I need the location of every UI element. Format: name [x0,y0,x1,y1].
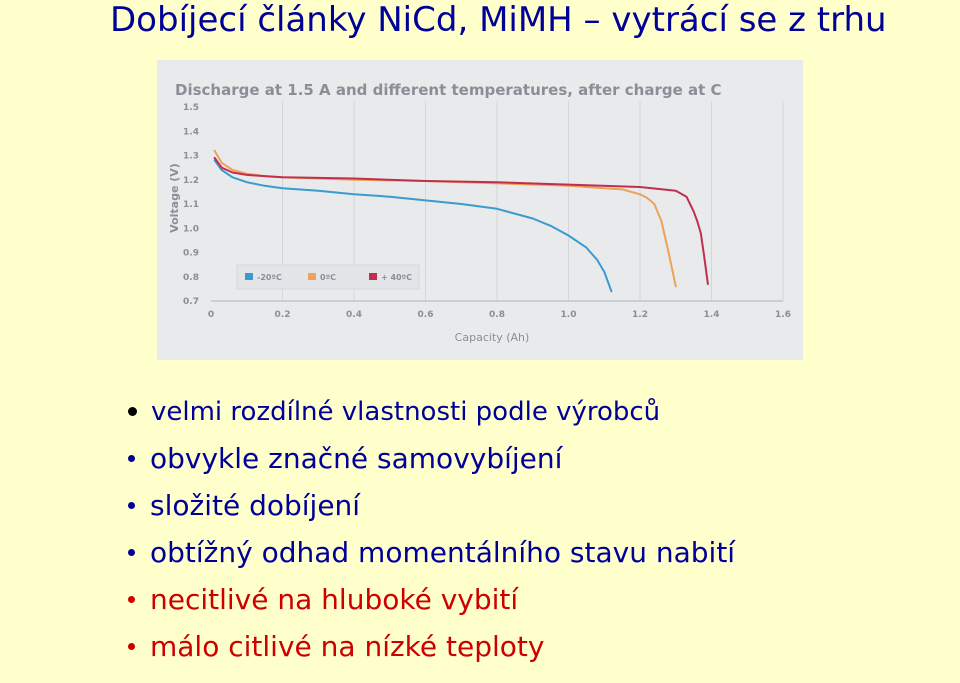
bullet-item: obvykle značné samovybíjení [128,435,735,482]
x-tick-label: 0 [208,310,214,320]
legend-swatch [308,273,316,280]
bullet-dot [128,549,135,556]
bullet-item: velmi rozdílné vlastnosti podle výrobců [128,388,735,435]
x-tick-label: 0.4 [346,310,362,320]
bullet-dot [128,407,137,416]
bullet-item: málo citlivé na nízké teploty [128,623,735,670]
y-tick-label: 0.8 [183,273,199,283]
y-tick-label: 0.9 [183,249,199,259]
legend-box [236,264,420,290]
y-tick-label: 1.0 [183,224,199,234]
bullet-dot [128,643,135,650]
x-tick-label: 0.2 [275,310,291,320]
bullet-item: složité dobíjení [128,482,735,529]
chart-svg: Discharge at 1.5 A and different tempera… [168,81,791,344]
y-tick-label: 1.1 [183,200,199,210]
legend-label: -20ºC [257,273,282,282]
x-tick-label: 0.8 [489,310,505,320]
series-line [213,149,677,288]
chart-y-axis-label: Voltage (V) [168,163,181,233]
discharge-chart: Discharge at 1.5 A and different tempera… [157,60,803,360]
y-tick-label: 1.3 [183,152,199,162]
x-tick-label: 1.2 [632,310,648,320]
bullet-dot [128,596,135,603]
y-tick-label: 1.2 [183,176,199,186]
bullet-text: necitlivé na hluboké vybití [150,582,519,616]
bullet-item: necitlivé na hluboké vybití [128,576,735,623]
x-tick-label: 0.6 [418,310,434,320]
chart-title: Discharge at 1.5 A and different tempera… [175,81,722,99]
bullet-text: velmi rozdílné vlastnosti podle výrobců [151,396,661,427]
y-tick-label: 1.5 [183,103,199,113]
x-tick-label: 1.6 [775,310,791,320]
y-tick-label: 0.7 [183,297,199,307]
chart-x-axis-label: Capacity (Ah) [455,331,530,344]
bullet-dot [128,455,135,462]
bullet-text: obtížný odhad momentálního stavu nabití [150,535,736,569]
y-tick-label: 1.4 [183,127,199,137]
bullet-text: málo citlivé na nízké teploty [150,629,545,663]
legend-swatch [369,273,377,280]
legend-swatch [245,273,253,280]
bullet-text: obvykle značné samovybíjení [150,441,563,475]
bullet-list: velmi rozdílné vlastnosti podle výrobců o… [128,388,735,670]
bullet-dot [128,502,135,509]
bullet-item: obtížný odhad momentálního stavu nabití [128,529,735,576]
series-line [213,156,709,285]
slide-title: Dobíjecí články NiCd, MiMH – vytrácí se … [110,0,887,40]
x-tick-label: 1.4 [704,310,720,320]
series-line [213,159,613,293]
legend-label: 0ºC [320,273,336,282]
bullet-text: složité dobíjení [150,488,361,522]
legend-label: + 40ºC [381,273,412,282]
x-tick-label: 1.0 [561,310,577,320]
